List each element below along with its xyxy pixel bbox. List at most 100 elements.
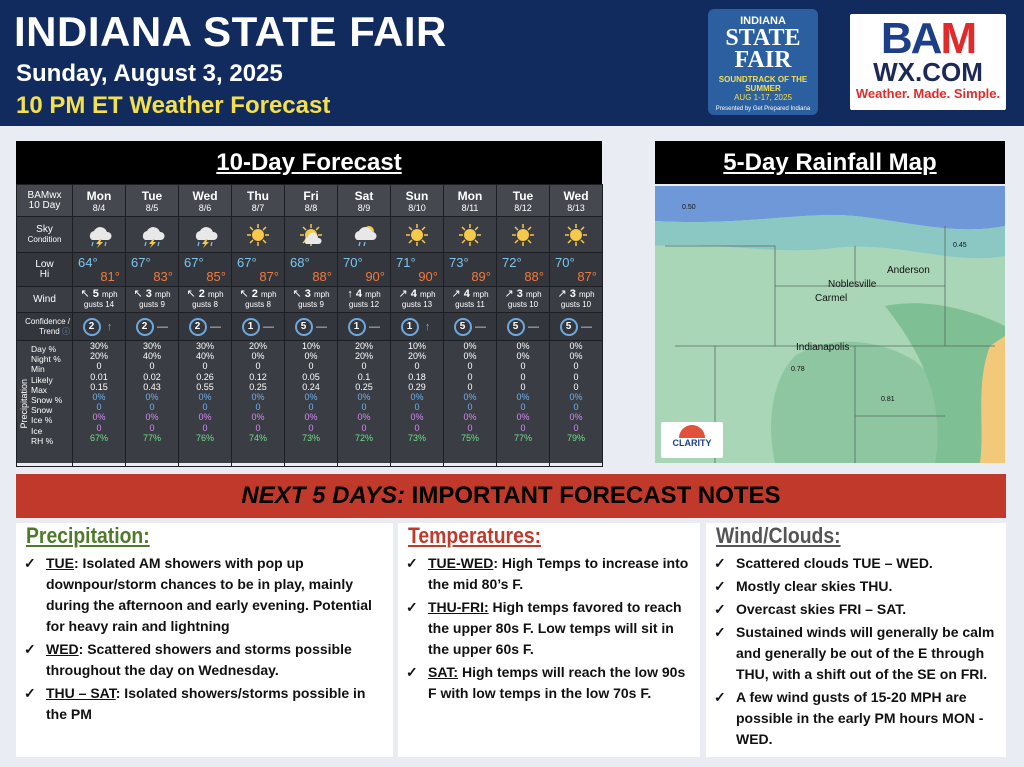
wind-arrow-icon: ↖ (292, 288, 302, 300)
note-text: : High Temps to increase into the mid 80… (428, 555, 689, 592)
checkmark-icon: ✓ (714, 689, 726, 705)
precip-value: 0 (520, 371, 526, 382)
precip-value: 0 (573, 361, 579, 372)
precip-value: 0 (149, 402, 155, 413)
precip-value: 67% (89, 432, 108, 443)
wind-gust: gusts 12 (348, 300, 380, 309)
wind-speed: 3 (145, 288, 152, 300)
note-lead: WED (46, 641, 79, 657)
wind-gust: gusts 14 (83, 300, 115, 309)
confidence-ring: 1 (400, 317, 419, 336)
storm-cloud-icon (179, 222, 231, 248)
precip-value: 0% (569, 412, 583, 423)
precip-value: 20% (354, 341, 373, 351)
precip-value: 77% (513, 432, 532, 443)
low-temp: 72° (502, 254, 522, 270)
wind-arrow-icon: ↑ (347, 288, 353, 300)
precip-value: 0% (463, 392, 477, 403)
precipitation-notes: Precipitation: ✓ TUE: Isolated AM showers… (16, 523, 393, 757)
precip-value: 30% (89, 341, 108, 351)
wind-speed: 3 (304, 288, 311, 300)
note-text: : Scattered showers and storms possible … (46, 641, 352, 678)
wind-gust: gusts 8 (245, 300, 271, 309)
city-carmel: Carmel (815, 293, 848, 304)
wind-arrow-icon: ↖ (133, 288, 143, 300)
day-header: Wed 8/13 (549, 184, 603, 217)
precip-value: 0% (410, 392, 424, 403)
precip-value: 74% (248, 432, 267, 443)
precip-value: 0.25 (355, 381, 373, 392)
note-text: High temps will reach the low 90s F with… (428, 664, 686, 701)
precip-value: 0 (573, 371, 579, 382)
sky-cell (337, 216, 391, 253)
note-lead: TUE-WED (428, 555, 494, 571)
sky-cell (178, 216, 232, 253)
confidence-ring: 1 (241, 317, 260, 336)
sky-cell (390, 216, 444, 253)
note-text: Overcast skies FRI – SAT. (736, 601, 907, 617)
high-temp: 89° (471, 268, 491, 284)
precip-value: 0 (467, 422, 473, 433)
precip-value: 0.26 (196, 371, 214, 382)
ten-day-forecast-table: BAMwx 10 Day Mon 8/4 Tue 8/5 Wed 8/6 Thu 8/7 Fri 8/… (16, 184, 603, 467)
high-temp: 83° (153, 268, 173, 284)
confidence-cell: 1— (231, 312, 285, 341)
trend-up-icon: ↑ (106, 320, 113, 333)
precip-label: Ice % (31, 415, 53, 426)
day-header: Mon 8/4 (72, 184, 126, 217)
confidence-cell: 5— (443, 312, 497, 341)
low-temp: 70° (555, 254, 575, 270)
precip-value: 0% (357, 412, 371, 423)
wind-arrow-icon: ↗ (398, 288, 408, 300)
confidence-ring: 2 (135, 317, 154, 336)
note-item: ✓ WED: Scattered showers and storms possi… (22, 639, 389, 681)
confidence-ring: 2 (188, 317, 207, 336)
precip-value: 0% (516, 412, 530, 423)
precip-value: 0 (202, 361, 208, 372)
note-lead: TUE (46, 555, 74, 571)
checkmark-icon: ✓ (24, 685, 36, 701)
trend-flat-icon: — (528, 320, 539, 333)
trend-flat-icon: — (369, 320, 380, 333)
day-header: Fri 8/8 (284, 184, 338, 217)
confidence-ring: 5 (294, 317, 313, 336)
precip-label: Max (31, 384, 48, 395)
day-header: Tue 8/5 (125, 184, 179, 217)
trend-up-icon: ↑ (424, 320, 431, 333)
precip-cell: 20% 20% 0 0.1 0.25 0% 0 0% 0 72% (337, 340, 391, 467)
info-icon[interactable]: ⓘ (62, 326, 70, 336)
rainfall-map: Anderson Noblesville Carmel Indianapolis… (655, 186, 1005, 463)
forecast-subtitle: 10 PM ET Weather Forecast (16, 92, 331, 119)
wind-cell: ↖ 2 mph gusts 8 (178, 286, 232, 313)
low-temp: 68° (290, 254, 310, 270)
note-text: Mostly clear skies THU. (736, 578, 893, 594)
wind-arrow-icon: ↗ (557, 288, 567, 300)
precip-label: Ice (31, 425, 43, 436)
confidence-cell: 5— (496, 312, 550, 341)
wind-speed: 2 (198, 288, 205, 300)
precip-value: 0 (520, 361, 526, 372)
precip-value: 0% (92, 392, 106, 403)
note-item: ✓ Mostly clear skies THU. (712, 576, 1002, 597)
precip-value: 0 (361, 361, 367, 372)
sky-cell (496, 216, 550, 253)
rain-value-label: 0.78 (791, 366, 805, 373)
high-temp: 90° (418, 268, 438, 284)
precip-value: 0% (198, 412, 212, 423)
low-temp: 73° (449, 254, 469, 270)
sky-row-label: Sky Condition (16, 216, 73, 253)
wind-arrow-icon: ↗ (504, 288, 514, 300)
precip-cell: 0% 0% 0 0 0 0% 0 0% 0 77% (496, 340, 550, 467)
trend-flat-icon: — (475, 320, 486, 333)
precip-value: 0.29 (408, 381, 426, 392)
precip-value: 72% (354, 432, 373, 443)
temp-cell: 70° 87° (549, 252, 603, 287)
precip-value: 0 (255, 422, 261, 433)
precip-value: 10% (407, 341, 426, 351)
checkmark-icon: ✓ (406, 599, 418, 615)
precip-value: 0 (573, 402, 579, 413)
precip-label: RH % (31, 435, 54, 446)
wind-speed: 4 (463, 288, 470, 300)
precip-value: 77% (142, 432, 161, 443)
checkmark-icon: ✓ (714, 578, 726, 594)
